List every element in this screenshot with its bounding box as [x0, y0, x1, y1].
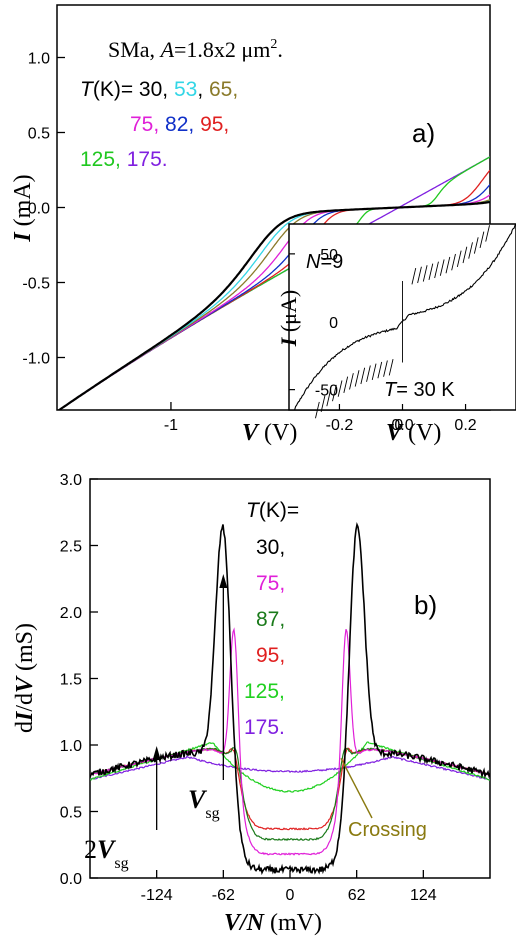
inset-branch-pos	[422, 265, 428, 282]
panel-b-y-tick-label: 2.0	[60, 605, 82, 622]
panel-b-ticks: 0.0 0.5 1.0 1.5 2.0 2.5 3.0 -124 -62 0 62 124	[60, 472, 437, 904]
panel-b-legend-entry-95: 95,	[256, 644, 285, 667]
inset-branch-neg	[371, 363, 377, 381]
inset-temperature-label: T= 30 K	[384, 379, 455, 401]
panel-a-y-tick-label: -1.0	[22, 351, 50, 368]
panel-b-y-tick-label: 3.0	[60, 472, 82, 489]
didv-curve-75K	[90, 627, 490, 856]
inset-branch-neg	[366, 365, 371, 382]
panel-b-curves	[90, 522, 490, 876]
inset-branch-pos	[439, 259, 445, 276]
panel-a-curves	[57, 156, 490, 410]
panel-b-legend-entry-175: 175.	[244, 716, 285, 739]
inset-branch-pos	[434, 261, 439, 279]
inset-branch-pos	[451, 253, 456, 271]
inset-branch-neg	[388, 359, 394, 376]
inset-chart: -50 0 50 -0.2 0.0 0.2 N=9 T= 30 K V (V) I (μA…	[276, 223, 516, 446]
inset-y-axis-label: I (μA)	[276, 290, 301, 347]
inset-branch-neg	[320, 395, 326, 412]
inset-branch-pos	[485, 225, 490, 242]
panel-b-y-axis-label: dI/dV (mS)	[12, 623, 38, 733]
panel-b-x-tick-label: -124	[141, 887, 173, 904]
inset-x-tick-label: 0.0	[391, 417, 413, 434]
inset-branch-pos	[462, 246, 468, 264]
panel-a-y-axis-label: I (mA)	[10, 174, 36, 242]
panel-a-y-tick-label: 1.0	[28, 51, 50, 68]
panel-b-plot-frame	[89, 478, 491, 879]
inset-x-tick-label: 0.2	[454, 417, 476, 434]
panel-b-y-tick-label: 0.5	[60, 805, 82, 822]
panel-a-title: SMa, A=1.8x2 μm2.	[108, 37, 283, 62]
panel-a-legend-row-2: 75, 82, 95,	[130, 113, 229, 136]
inset-x-axis-label: V (V)	[386, 420, 441, 446]
inset-branch-neg	[360, 367, 366, 385]
inset-y-tick-label: 0	[329, 315, 338, 332]
didv-curve-30K	[90, 522, 490, 876]
vsg-arrow-head	[219, 574, 228, 588]
didv-curve-125K	[90, 741, 490, 793]
inset-branch-pos	[411, 267, 417, 285]
two-vsg-annotation: 2Vsg	[84, 835, 129, 872]
panel-a-label: a)	[412, 118, 435, 148]
panel-b-x-tick-label: 0	[286, 887, 295, 904]
inset-branch-pos	[428, 263, 434, 280]
panel-b-x-tick-label: 62	[348, 887, 366, 904]
crossing-annotation: Crossing	[348, 819, 427, 841]
panel-b-y-tick-label: 1.0	[60, 738, 82, 755]
inset-x-tick-label: -0.2	[326, 417, 354, 434]
panel-b-legend-entry-30: 30,	[256, 536, 285, 559]
inset-branch-pos	[417, 266, 422, 284]
inset-branch-pos	[468, 242, 473, 259]
panel-a: -1.0 -0.5 0.0 0.5 1.0 -1 0 SMa, A=1.8x2 μm2. T…	[10, 4, 516, 446]
panel-a-x-tick-label: 0	[394, 417, 403, 434]
panel-b-legend-entry-75: 75,	[256, 572, 285, 595]
inset-branch-pos	[473, 237, 479, 254]
inset-branch-neg	[337, 380, 343, 397]
panel-b-y-tick-label: 2.5	[60, 539, 82, 556]
inset-branch-neg	[377, 361, 383, 379]
two-vsg-arrow-head	[152, 746, 161, 760]
inset-branch-neg	[332, 384, 337, 402]
inset-branch-neg	[343, 376, 349, 393]
iv-curve-30K	[57, 200, 490, 410]
panel-b-y-tick-label: 0.0	[60, 871, 82, 888]
panel-a-y-tick-label: 0.5	[28, 126, 50, 143]
inset-branch-neg	[383, 360, 388, 377]
inset-branch-neg	[326, 389, 332, 407]
panel-b-x-tick-label: 124	[410, 887, 437, 904]
inset-branch-neg	[349, 373, 354, 390]
panel-b-legend-title: T(K)=	[246, 499, 299, 522]
inset-branch-pos	[445, 256, 451, 274]
panel-b-annotations	[152, 574, 373, 830]
crossing-pointer-line	[340, 757, 373, 819]
panel-a-x-tick-label: -1	[164, 417, 178, 434]
panel-b-x-axis-label: V/N (mV)	[224, 910, 322, 936]
panel-b: 0.0 0.5 1.0 1.5 2.0 2.5 3.0 -124 -62 0 62 124 T(K)=…	[12, 472, 491, 936]
inset-branch-neg	[315, 401, 320, 419]
panel-b-x-tick-label: -62	[212, 887, 235, 904]
panel-a-legend-row-1: T(K)= 30, 53, 65,	[80, 78, 238, 101]
panel-a-legend-row-3: 125, 175.	[80, 148, 168, 171]
panel-b-y-tick-label: 1.5	[60, 672, 82, 689]
inset-branch-neg	[354, 370, 360, 387]
inset-ticks: -50 0 50 -0.2 0.0 0.2	[289, 247, 477, 434]
inset-n-label: N=9	[306, 251, 343, 273]
panel-b-legend-entry-125: 125,	[244, 680, 285, 703]
inset-y-tick-label: 50	[320, 247, 338, 264]
panel-b-legend-entry-87: 87,	[256, 608, 285, 631]
inset-branch-pos	[479, 231, 485, 249]
inset-branch-pos	[456, 250, 462, 268]
vsg-annotation: Vsg	[188, 785, 220, 822]
panel-a-y-tick-label: -0.5	[22, 276, 50, 293]
panel-b-label: b)	[414, 590, 437, 620]
panel-a-y-tick-label: 0.0	[28, 201, 50, 218]
inset-y-tick-label: -50	[315, 383, 338, 400]
inset-curve	[293, 224, 516, 419]
panel-a-x-axis-label: V (V)	[242, 420, 297, 446]
panel-a-ticks: -1.0 -0.5 0.0 0.5 1.0 -1 0	[22, 51, 403, 435]
